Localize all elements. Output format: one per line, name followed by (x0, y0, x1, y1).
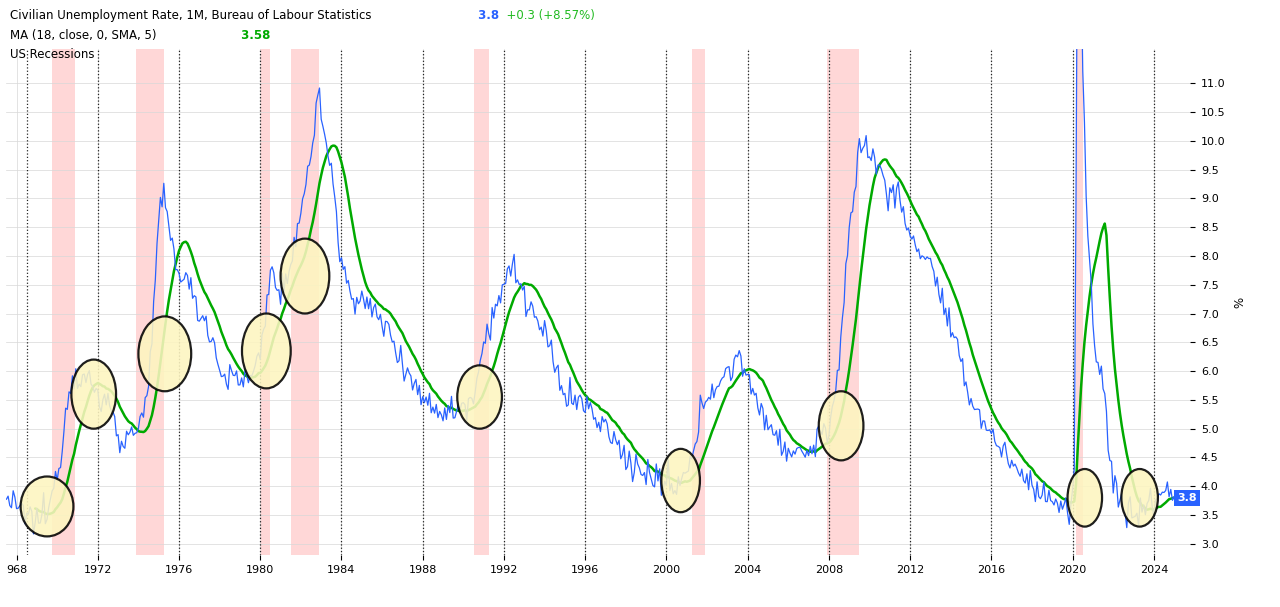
Text: 3.8: 3.8 (474, 9, 499, 22)
Bar (827, 49, 859, 555)
Bar (260, 49, 270, 555)
Ellipse shape (1121, 469, 1158, 527)
Bar (52, 49, 76, 555)
Ellipse shape (72, 359, 116, 429)
Bar (474, 49, 489, 555)
Ellipse shape (457, 365, 502, 429)
Text: 3.58: 3.58 (237, 29, 270, 41)
Ellipse shape (819, 392, 864, 460)
Ellipse shape (662, 449, 700, 512)
Bar (1076, 49, 1083, 555)
Ellipse shape (138, 316, 191, 392)
Text: Civilian Unemployment Rate, 1M, Bureau of Labour Statistics: Civilian Unemployment Rate, 1M, Bureau o… (10, 9, 371, 22)
Bar (137, 49, 164, 555)
Ellipse shape (280, 239, 329, 313)
Ellipse shape (242, 313, 291, 388)
Text: MA (18, close, 0, SMA, 5): MA (18, close, 0, SMA, 5) (10, 29, 156, 41)
Ellipse shape (20, 476, 73, 537)
Y-axis label: %: % (1234, 296, 1247, 308)
Bar (691, 49, 705, 555)
Text: 3.8: 3.8 (1178, 493, 1197, 503)
Text: US Recessions: US Recessions (10, 48, 95, 61)
Ellipse shape (1068, 469, 1102, 527)
Text: +0.3 (+8.57%): +0.3 (+8.57%) (499, 9, 595, 22)
Bar (291, 49, 319, 555)
